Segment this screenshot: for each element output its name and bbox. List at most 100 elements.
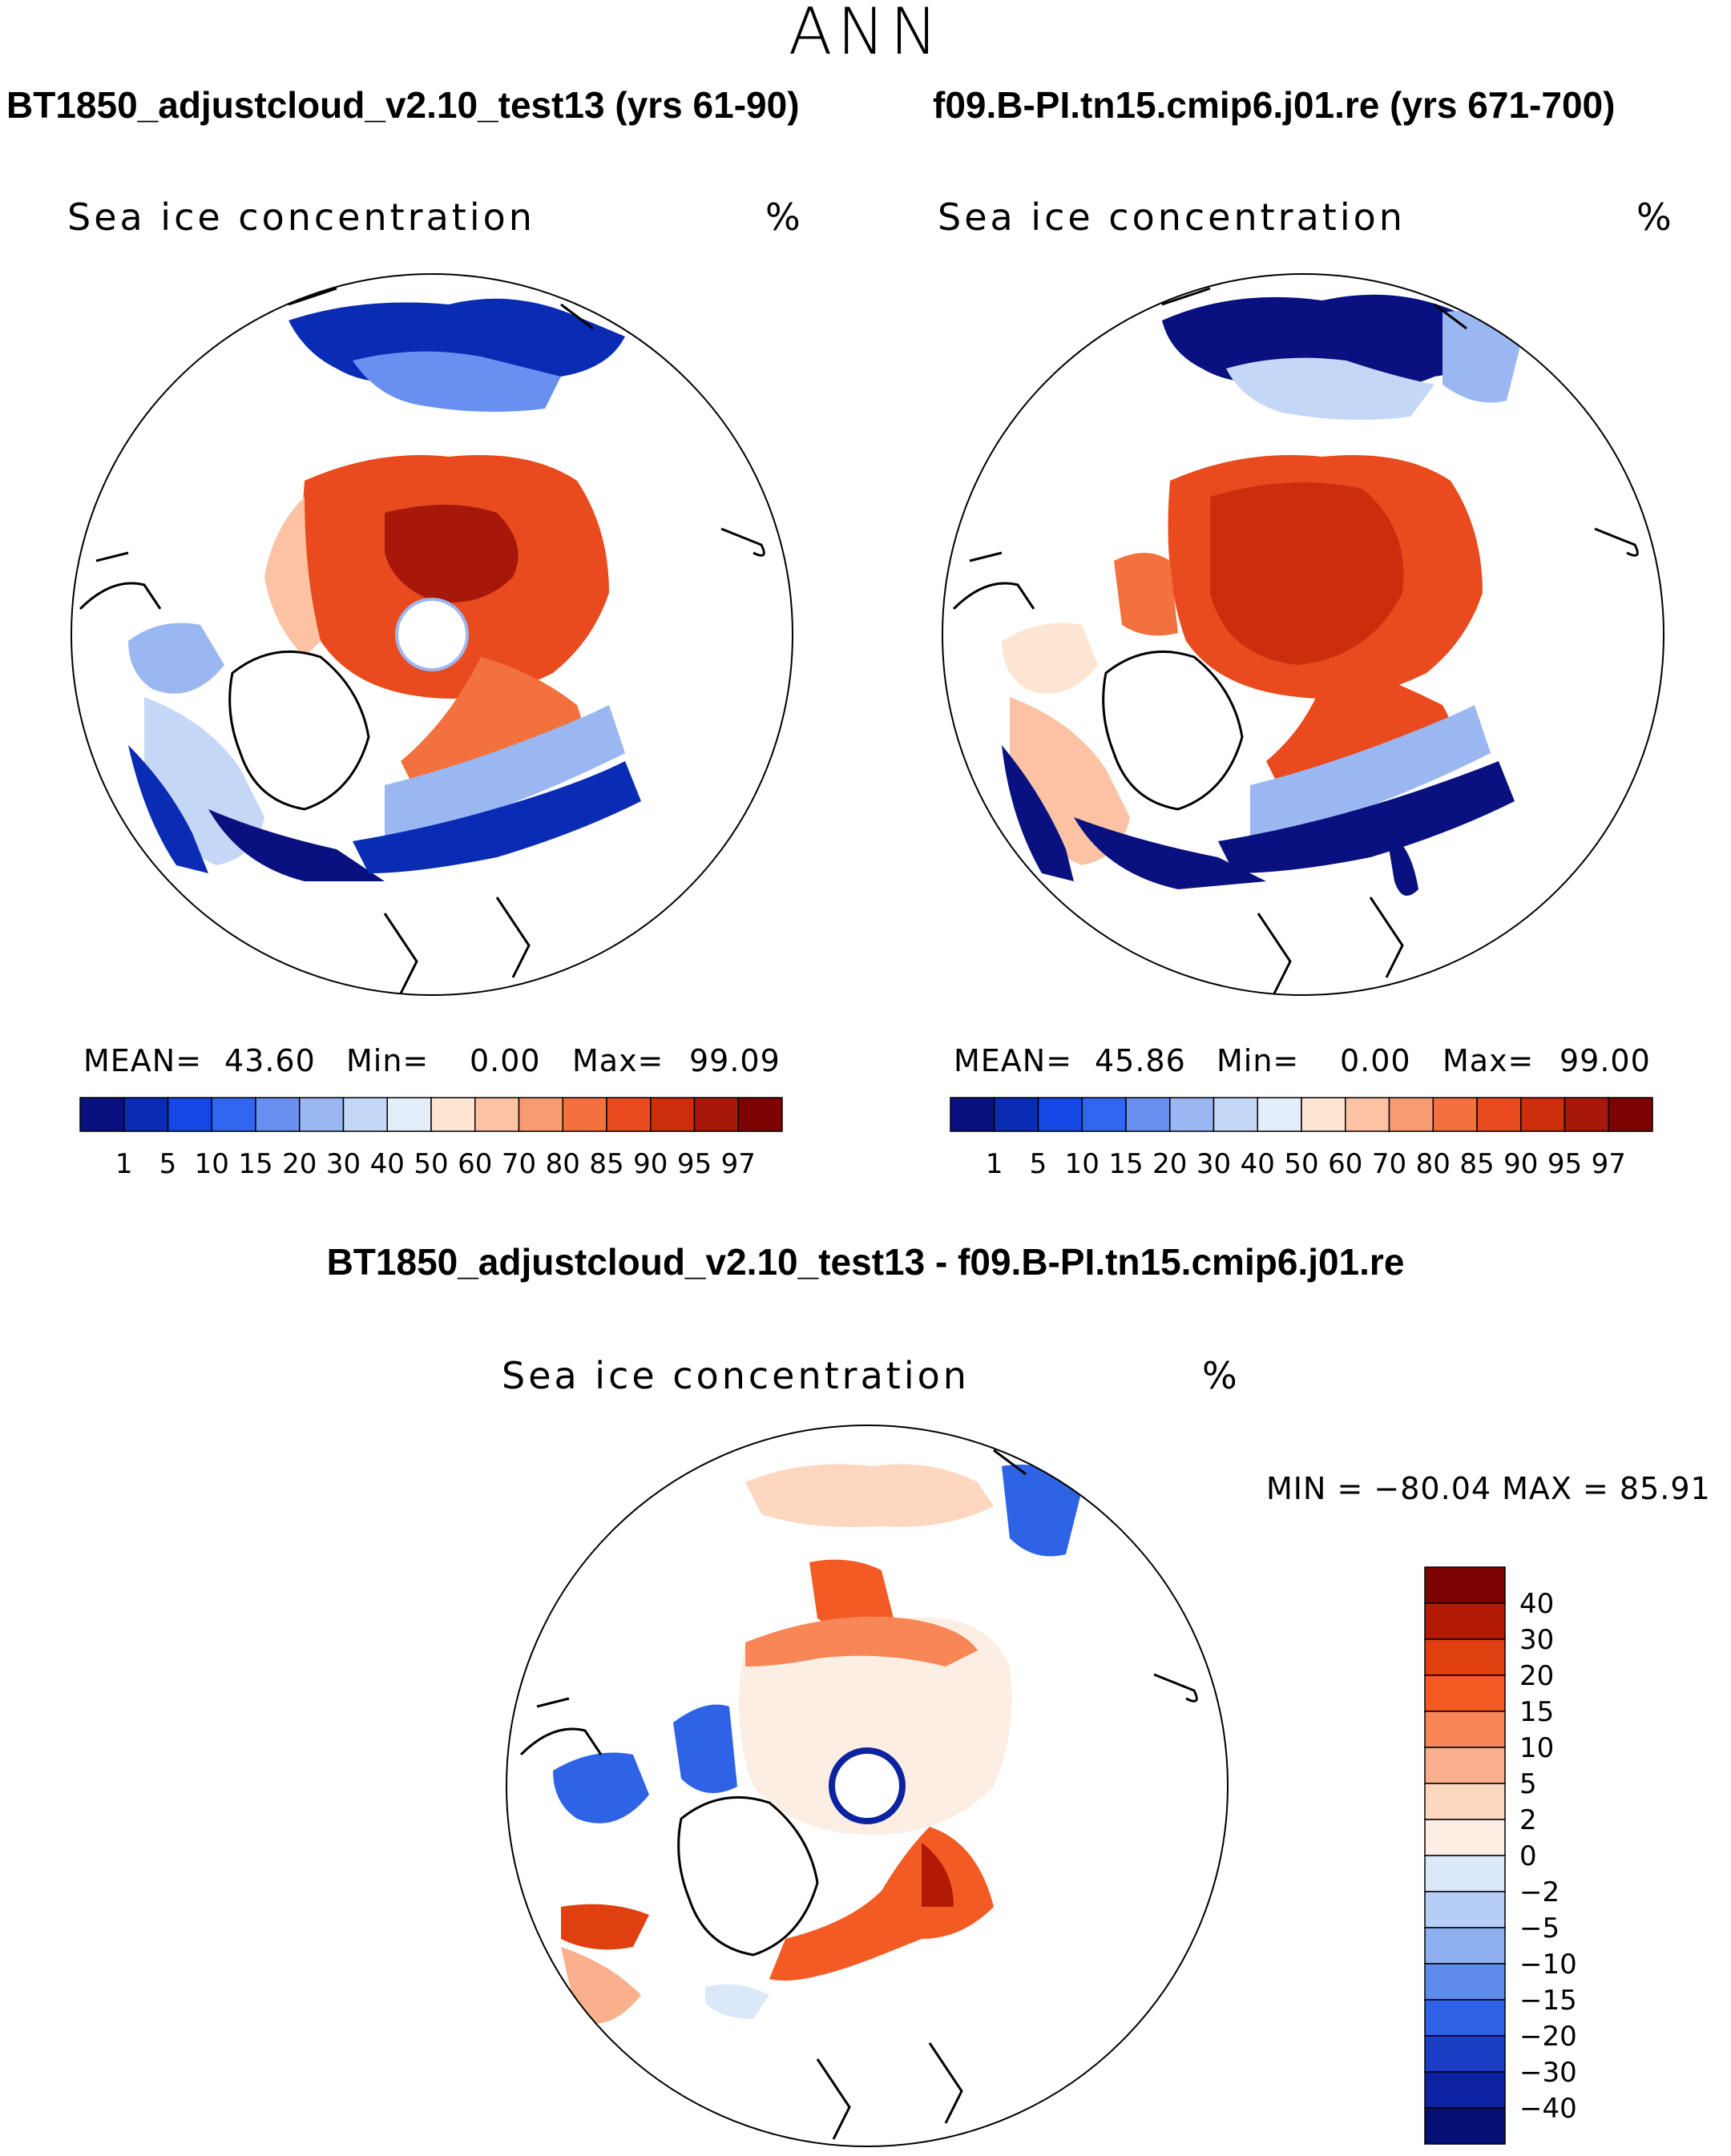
panel2-colorbar: 1 5 10 15 20 30 40 50 60 70 80 85 90 95 97 — [950, 1097, 1653, 1180]
panel2-max-value: 99.00 — [1560, 1043, 1651, 1078]
panel1-colorbar-swatch — [430, 1097, 476, 1132]
panel1-colorbar-swatch — [650, 1097, 696, 1132]
panel2-units-label: % — [1636, 195, 1672, 239]
panel1-max-label: Max= — [572, 1043, 664, 1078]
panel2-colorbar-swatch — [1213, 1097, 1258, 1132]
difference-colorbar-tick-label: 40 — [1519, 1588, 1554, 1620]
panel2-colorbar-swatch — [1037, 1097, 1083, 1132]
season-title: ANN — [788, 0, 943, 69]
difference-map — [506, 1425, 1228, 2146]
panel1-colorbar-tick-label: 97 — [721, 1148, 756, 1180]
panel2-colorbar-swatch — [1125, 1097, 1171, 1132]
difference-title: BT1850_adjustcloud_v2.10_test13 - f09.B-… — [326, 1241, 1405, 1283]
panel2-colorbar-tick-label: 5 — [1030, 1148, 1047, 1180]
panel1-colorbar-tick-label: 1 — [115, 1148, 133, 1180]
difference-min-max: MIN = −80.04 MAX = 85.91 — [1266, 1471, 1711, 1506]
panel1-colorbar-swatch — [211, 1097, 256, 1132]
panel2-min-label: Min= — [1217, 1043, 1300, 1078]
difference-colorbar-swatch — [1424, 1674, 1506, 1712]
difference-units-label: % — [1202, 1354, 1237, 1397]
panel2-colorbar-tick-label: 70 — [1372, 1148, 1406, 1180]
difference-colorbar-swatch — [1424, 2071, 1506, 2109]
panel1-colorbar-swatch — [562, 1097, 607, 1132]
panel2-colorbar-tick-label: 80 — [1416, 1148, 1451, 1180]
panel2-colorbar-swatch — [1432, 1097, 1478, 1132]
panel1-colorbar-swatch — [518, 1097, 563, 1132]
panel1-colorbar-swatch — [474, 1097, 520, 1132]
panel1-colorbar-swatch — [737, 1097, 783, 1132]
difference-colorbar-tick-label: −5 — [1519, 1912, 1560, 1944]
panel2-colorbar-swatch — [1564, 1097, 1609, 1132]
panel2-colorbar-tick-label: 90 — [1503, 1148, 1538, 1180]
difference-colorbar-tick-label: 5 — [1519, 1768, 1537, 1800]
panel2-colorbar-swatch — [1388, 1097, 1434, 1132]
difference-colorbar-tick-label: 30 — [1519, 1624, 1554, 1656]
difference-colorbar-tick-label: 2 — [1519, 1804, 1537, 1836]
difference-colorbar-swatch — [1424, 1566, 1506, 1604]
panel2-colorbar-swatch — [1169, 1097, 1215, 1132]
difference-colorbar-tick-label: 20 — [1519, 1660, 1554, 1692]
panel1-colorbar-swatch — [342, 1097, 388, 1132]
panel1-mean-label: MEAN= — [83, 1043, 203, 1078]
panel2-mean-label: MEAN= — [954, 1043, 1073, 1078]
panel2-colorbar-tick-label: 85 — [1459, 1148, 1494, 1180]
panel1-colorbar-tick-label: 30 — [326, 1148, 361, 1180]
panel2-colorbar-tick-label: 40 — [1241, 1148, 1275, 1180]
difference-colorbar-swatch — [1424, 1927, 1506, 1965]
panel1-max-value: 99.09 — [689, 1043, 781, 1078]
panel2-colorbar-swatch — [1301, 1097, 1346, 1132]
panel1-colorbar-tick-label: 50 — [414, 1148, 448, 1180]
panel2-colorbar-swatch — [1520, 1097, 1566, 1132]
difference-colorbar-swatch — [1424, 1602, 1506, 1640]
difference-colorbar-swatch — [1424, 1891, 1506, 1928]
difference-colorbar-swatch — [1424, 1747, 1506, 1784]
panel2-colorbar-swatch — [994, 1097, 1039, 1132]
panel1-colorbar-tick-label: 95 — [677, 1148, 712, 1180]
panel2-colorbar-tick-label: 15 — [1108, 1148, 1143, 1180]
panel1-colorbar-tick-label: 15 — [238, 1148, 272, 1180]
panel2-map — [942, 274, 1664, 995]
difference-colorbar-tick-label: −10 — [1519, 1948, 1577, 1981]
panel1-colorbar-swatch — [123, 1097, 169, 1132]
panel1-colorbar-tick-label: 70 — [502, 1148, 536, 1180]
panel1-colorbar-swatch — [693, 1097, 739, 1132]
panel1-map — [71, 274, 793, 995]
panel2-colorbar-swatch — [1345, 1097, 1390, 1132]
difference-colorbar-tick-label: −30 — [1519, 2057, 1577, 2089]
panel1-colorbar-swatch — [79, 1097, 125, 1132]
panel1-colorbar-tick-label: 60 — [458, 1148, 492, 1180]
difference-colorbar-tick-label: −40 — [1519, 2093, 1577, 2125]
panel2-case-title: f09.B-PI.tn15.cmip6.j01.re (yrs 671-700) — [933, 84, 1616, 126]
panel2-max-label: Max= — [1442, 1043, 1535, 1078]
panel1-colorbar-swatch — [167, 1097, 212, 1132]
panel1-colorbar-tick-label: 5 — [159, 1148, 177, 1180]
panel1-colorbar-swatch — [606, 1097, 652, 1132]
panel1-colorbar-tick-label: 40 — [370, 1148, 405, 1180]
difference-colorbar-swatch — [1424, 2107, 1506, 2145]
panel2-colorbar-swatch — [1476, 1097, 1522, 1132]
panel1-min-value: 0.00 — [470, 1043, 541, 1078]
panel2-colorbar-swatch — [1081, 1097, 1127, 1132]
panel2-colorbar-tick-label: 10 — [1065, 1148, 1100, 1180]
panel1-colorbar-tick-label: 10 — [195, 1148, 229, 1180]
panel2-colorbar-tick-label: 20 — [1152, 1148, 1187, 1180]
panel2-variable-label: Sea ice concentration — [938, 195, 1406, 239]
panel1-colorbar-tick-label: 85 — [589, 1148, 623, 1180]
panel2-colorbar-tick-label: 97 — [1592, 1148, 1626, 1180]
panel2-colorbar-tick-label: 60 — [1328, 1148, 1362, 1180]
panel1-colorbar-tick-label: 80 — [546, 1148, 580, 1180]
difference-variable-label: Sea ice concentration — [502, 1354, 970, 1397]
panel2-min-value: 0.00 — [1340, 1043, 1411, 1078]
panel1-colorbar-tick-label: 20 — [282, 1148, 317, 1180]
panel2-colorbar-tick-label: 50 — [1284, 1148, 1318, 1180]
panel2-colorbar-swatch — [1608, 1097, 1653, 1132]
difference-colorbar-swatch — [1424, 1711, 1506, 1748]
panel1-mean-value: 43.60 — [224, 1043, 316, 1078]
panel1-colorbar-swatch — [255, 1097, 301, 1132]
difference-colorbar-swatch — [1424, 1963, 1506, 2001]
difference-colorbar-swatch — [1424, 2035, 1506, 2073]
panel2-colorbar-tick-label: 1 — [986, 1148, 1003, 1180]
panel2-colorbar-tick-label: 30 — [1196, 1148, 1231, 1180]
difference-colorbar-tick-label: −2 — [1519, 1876, 1560, 1908]
